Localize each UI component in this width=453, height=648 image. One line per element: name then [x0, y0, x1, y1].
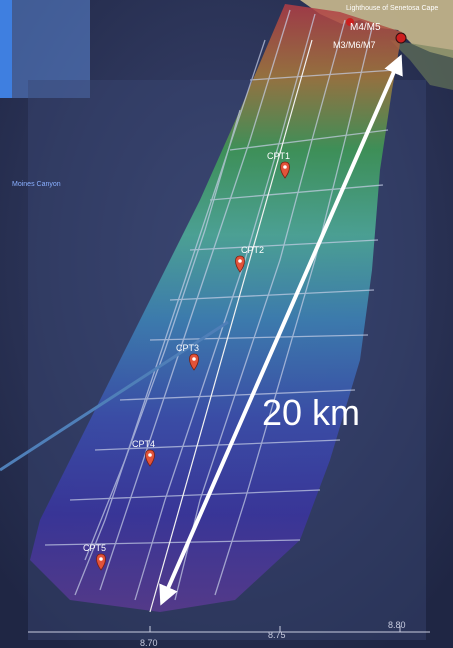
- canyon-label: Moines Canyon: [12, 181, 61, 188]
- station-m3m6m7-dot: [395, 32, 407, 44]
- station-lower-label: M3/M6/M7: [333, 40, 376, 50]
- map-pin-icon: [96, 553, 106, 571]
- station-upper-label: M4/M5: [350, 22, 381, 33]
- cpt-marker: CPT1: [267, 151, 290, 179]
- cpt-marker: CPT2: [235, 245, 264, 273]
- cpt-label: CPT4: [132, 439, 155, 449]
- coastline-shadow: [390, 40, 453, 90]
- distance-label: 20 km: [262, 392, 360, 433]
- x-tick-label: 8.70: [140, 638, 158, 648]
- x-tick-label: 8.75: [268, 630, 286, 640]
- x-tick-label: 8.80: [388, 620, 406, 630]
- cpt-label: CPT1: [267, 151, 290, 161]
- station-m4m5-dot: [346, 18, 354, 26]
- cpt-label: CPT2: [241, 245, 264, 255]
- lighthouse-label: Lighthouse of Senetosa Cape: [346, 5, 438, 12]
- map-pin-icon: [235, 255, 245, 273]
- cpt-markers: CPT1 CPT2 CPT3 CPT4 CPT5: [83, 151, 290, 571]
- blue-accent-box: [0, 0, 12, 98]
- distance-arrow: [159, 54, 403, 606]
- blue-accent-box-top: [12, 0, 90, 98]
- cpt-label: CPT3: [176, 343, 199, 353]
- cpt-label: CPT5: [83, 543, 106, 553]
- map-pin-icon: [280, 161, 290, 179]
- cpt-marker: CPT5: [83, 543, 106, 571]
- cpt-marker: CPT4: [132, 439, 155, 467]
- x-axis: [28, 626, 430, 633]
- cpt-marker: CPT3: [176, 343, 199, 371]
- map-pin-icon: [189, 353, 199, 371]
- map-pin-icon: [145, 449, 155, 467]
